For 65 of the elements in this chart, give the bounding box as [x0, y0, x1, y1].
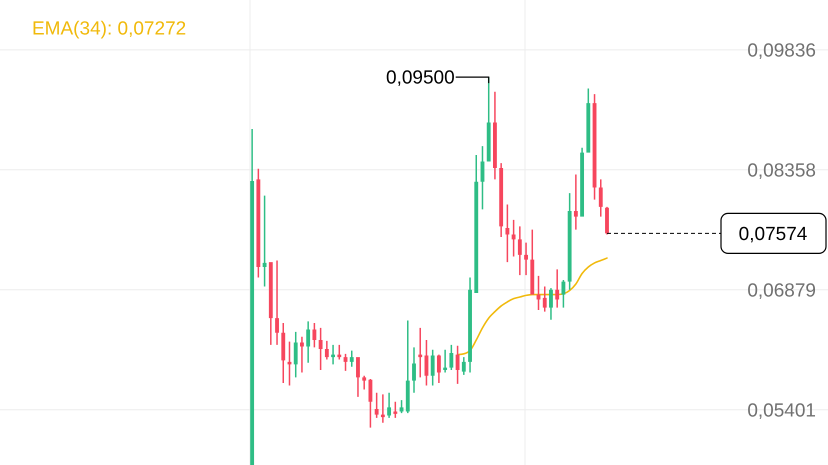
candlestick	[350, 350, 354, 367]
candlestick	[530, 230, 534, 295]
candlestick	[499, 163, 504, 237]
candlestick	[598, 179, 603, 217]
candlestick	[337, 344, 342, 360]
candlestick	[505, 204, 510, 262]
candlestick	[300, 336, 304, 372]
candlestick	[592, 94, 596, 200]
candlestick	[380, 394, 385, 423]
candlestick	[436, 354, 441, 384]
candlestick	[449, 344, 454, 370]
candlestick	[312, 322, 316, 348]
candlestick	[256, 168, 260, 278]
y-tick-label: 0,09836	[747, 40, 816, 62]
candlestick	[462, 357, 466, 375]
candlestick	[324, 340, 329, 360]
candlestick	[561, 280, 566, 308]
candlestick	[412, 347, 416, 393]
candlestick	[586, 88, 590, 153]
candlestick	[387, 392, 392, 418]
text: EMA(34): 0,07272	[32, 18, 186, 40]
line-series	[456, 257, 608, 356]
candlestick	[424, 340, 428, 386]
candlestick	[418, 328, 422, 378]
candlestick	[524, 242, 528, 276]
candlestick	[480, 146, 484, 210]
candlestick	[456, 346, 460, 384]
candlestick	[443, 350, 448, 372]
candlestick	[318, 328, 323, 370]
y-tick-label: 0,08358	[747, 160, 816, 182]
candlestick	[580, 148, 584, 217]
candlestick	[281, 322, 286, 384]
candlestick	[549, 288, 553, 320]
candlestick	[518, 226, 522, 276]
candlestick	[368, 378, 372, 428]
candlestick	[574, 174, 578, 230]
candlestick	[268, 262, 273, 345]
candlestick	[536, 276, 540, 310]
candlestick	[512, 220, 516, 256]
candlestick	[344, 354, 348, 371]
candlestick	[356, 357, 360, 397]
candlestick	[262, 196, 267, 286]
candlestick	[474, 155, 478, 293]
y-tick-label: 0,05401	[747, 400, 816, 422]
candlestick	[493, 92, 497, 180]
candlestick	[542, 286, 547, 312]
candlestick	[393, 402, 398, 418]
candlestick	[362, 376, 366, 390]
candlestick	[331, 344, 335, 364]
candlestick	[250, 129, 254, 465]
candlestick	[275, 260, 279, 345]
candlestick	[294, 332, 298, 378]
candlestick	[605, 206, 609, 235]
y-tick-label: 0,06879	[747, 280, 816, 302]
candlestick	[468, 278, 472, 372]
ref-line-label: 0,07574	[738, 224, 808, 246]
candlestick	[400, 400, 404, 414]
candlestick	[306, 321, 310, 363]
candlestick	[430, 350, 435, 386]
candlestick	[406, 320, 410, 414]
candlestick	[374, 392, 379, 418]
annotation: 0,09500	[386, 68, 455, 89]
candlestick	[568, 193, 572, 290]
candlestick	[288, 342, 292, 386]
candlestick	[555, 269, 560, 308]
